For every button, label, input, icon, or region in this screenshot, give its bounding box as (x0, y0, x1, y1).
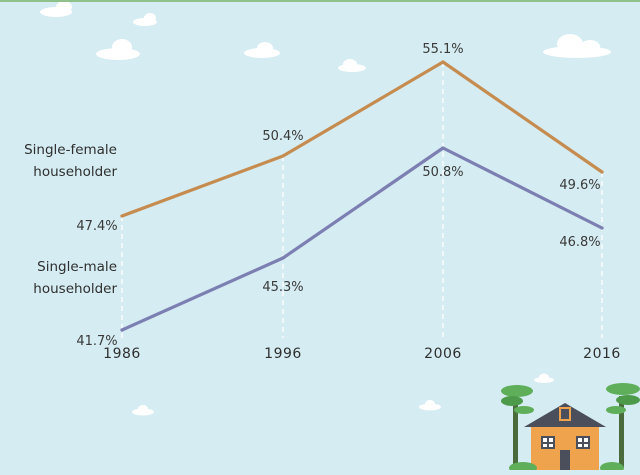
house-illustration (501, 383, 640, 474)
series-name-label: householder (33, 281, 117, 297)
x-tick-label: 1996 (264, 346, 302, 362)
x-tick-label: 2016 (583, 346, 621, 362)
x-axis-ticks: 1986 1996 2006 2016 (103, 346, 621, 362)
data-point (600, 226, 604, 230)
series-names: Single-female householder Single-male house… (24, 142, 117, 297)
data-label: 55.1% (422, 42, 463, 57)
x-tick-label: 2006 (424, 346, 462, 362)
cloud-icon (534, 373, 554, 383)
house-icon (524, 403, 606, 470)
data-point (441, 146, 445, 150)
data-label: 47.4% (76, 219, 117, 234)
data-point (441, 60, 445, 64)
data-label: 41.7% (76, 334, 117, 349)
cloud-icon (133, 13, 157, 26)
x-tick-label: 1986 (103, 346, 141, 362)
cloud-icon (419, 400, 441, 411)
cloud-icon (543, 34, 611, 58)
data-label: 50.8% (422, 165, 463, 180)
series-line-0 (120, 60, 604, 218)
data-point (281, 256, 285, 260)
drop-lines (121, 62, 603, 338)
cloud-icon (132, 405, 154, 416)
data-point (281, 154, 285, 158)
data-label: 45.3% (262, 280, 303, 295)
cloud-icon (40, 1, 72, 17)
cloud-icon (338, 59, 366, 72)
data-point (600, 170, 604, 174)
series-line-1 (120, 146, 604, 332)
series-name-label: Single-male (37, 259, 117, 275)
series-name-label: householder (33, 164, 117, 180)
cloud-icon (244, 42, 280, 58)
data-labels: 47.4% 50.4% 55.1% 49.6% 41.7% 45.3% 50.8% 46.8% (76, 42, 600, 349)
data-label: 49.6% (559, 178, 600, 193)
cloud-icon (96, 39, 140, 60)
data-point (120, 214, 124, 218)
tree-icon (501, 385, 534, 468)
data-label: 46.8% (559, 235, 600, 250)
tree-icon (606, 383, 640, 468)
data-label: 50.4% (262, 129, 303, 144)
series-name-label: Single-female (24, 142, 117, 158)
data-point (120, 328, 124, 332)
clouds-decoration (40, 1, 611, 416)
series-lines (120, 60, 604, 332)
